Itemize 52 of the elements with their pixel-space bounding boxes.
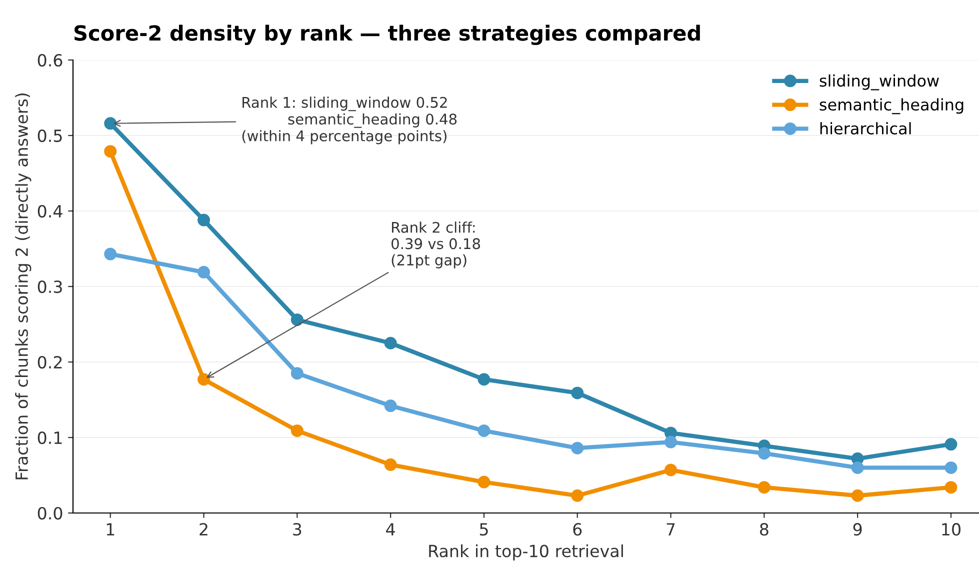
y-tick-label: 0.1 — [38, 431, 62, 444]
point — [104, 145, 117, 158]
point — [478, 476, 490, 488]
point — [384, 336, 397, 350]
point — [851, 489, 864, 502]
point — [664, 464, 678, 476]
y-tick-label: 0.4 — [38, 204, 62, 218]
point — [944, 438, 958, 451]
x-axis-title: Rank in top-10 retrieval — [429, 544, 623, 561]
x-tick-label: 1 — [106, 523, 114, 536]
point — [851, 461, 864, 474]
annotation: Rank 1: sliding_window 0.52 semantic_heading 0.48 (within 4 percentage points) — [242, 96, 457, 144]
point — [571, 489, 584, 502]
point — [944, 481, 958, 494]
point — [384, 458, 397, 471]
legend-label: hierarchical — [820, 122, 911, 135]
x-tick-label: 3 — [293, 523, 302, 536]
x-tick-label: 9 — [853, 523, 862, 536]
annotation: Rank 2 cliff: 0.39 vs 0.18 (21pt gap) — [392, 222, 480, 268]
legend-label: semantic_heading — [820, 98, 964, 114]
chart-title: Score-2 density by rank — three strategies compared — [74, 24, 700, 46]
point — [384, 400, 397, 412]
x-tick-label: 8 — [760, 523, 768, 536]
point — [104, 248, 117, 260]
x-tick-label: 4 — [386, 523, 395, 536]
y-tick-label: 0.0 — [38, 506, 62, 520]
point — [478, 424, 490, 437]
point — [758, 447, 770, 460]
point — [758, 481, 770, 494]
point — [664, 436, 678, 448]
point — [290, 313, 304, 326]
point — [944, 461, 958, 474]
point — [571, 386, 584, 400]
point — [198, 214, 210, 226]
x-tick-label: 6 — [573, 523, 582, 536]
point — [290, 367, 304, 380]
point — [290, 424, 304, 437]
y-tick-label: 0.2 — [38, 356, 62, 369]
point — [571, 442, 584, 454]
point — [104, 117, 117, 130]
point — [198, 266, 210, 278]
point — [478, 373, 490, 386]
legend-label: sliding_window — [820, 74, 939, 90]
x-tick-label: 10 — [942, 523, 960, 536]
x-tick-label: 2 — [200, 523, 208, 536]
x-tick-label: 5 — [480, 523, 488, 536]
x-tick-label: 7 — [666, 523, 675, 536]
y-axis-title: Fraction of chunks scoring 2 (directly answers) — [15, 93, 32, 480]
point — [198, 373, 210, 386]
y-tick-label: 0.5 — [38, 129, 62, 142]
y-tick-label: 0.3 — [38, 280, 62, 294]
y-tick-label: 0.6 — [38, 54, 62, 67]
